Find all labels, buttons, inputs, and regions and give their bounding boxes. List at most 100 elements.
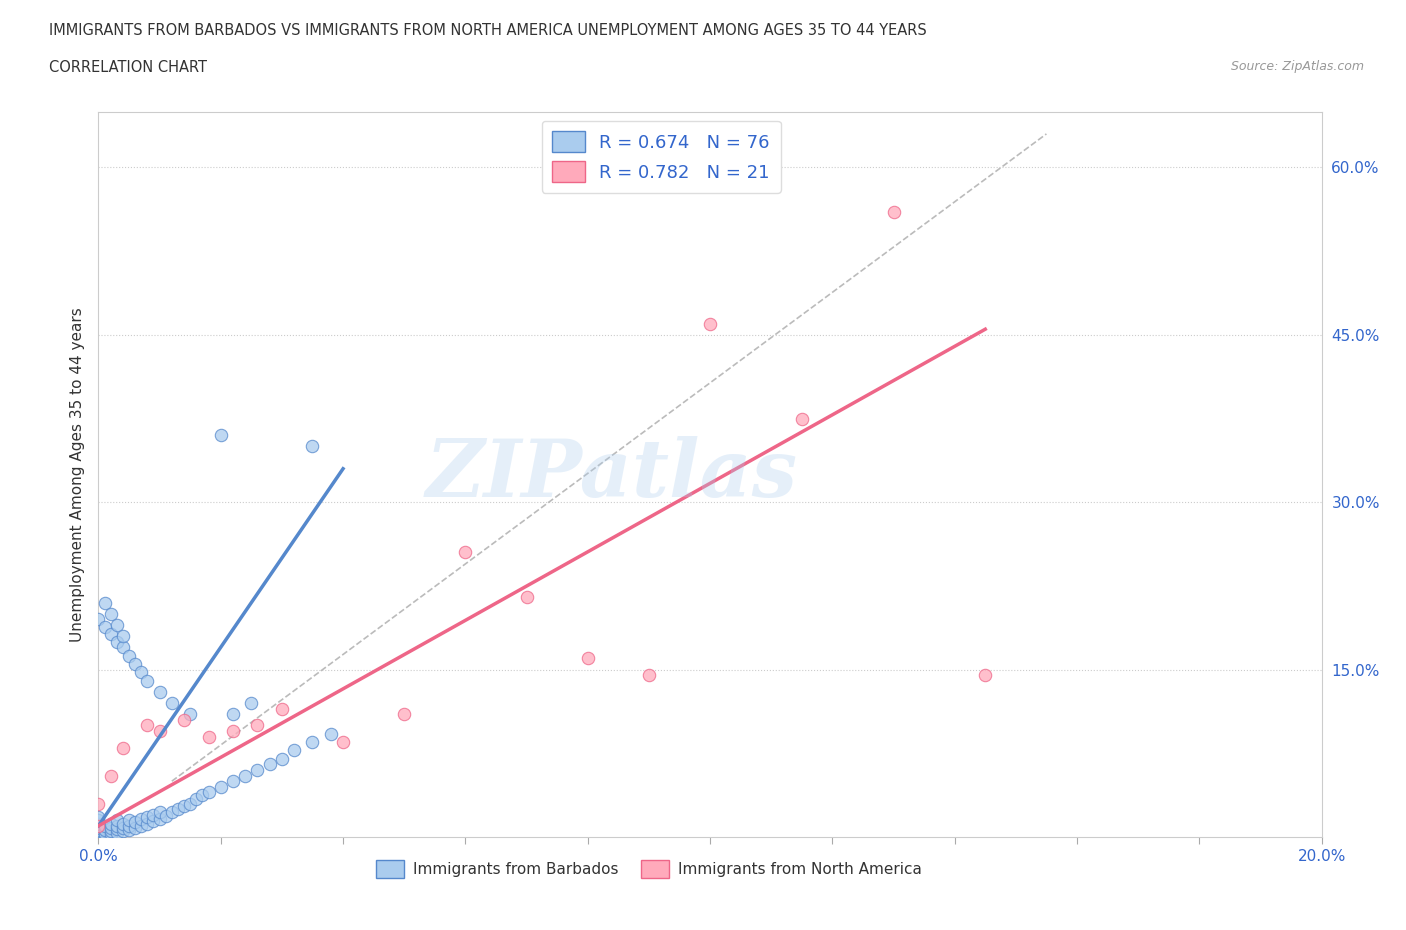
Point [516, 590, 538, 604]
Point [93, 823, 115, 838]
Point [222, 724, 245, 738]
Point [179, 707, 201, 722]
Point [87, 824, 110, 839]
Point [699, 316, 721, 331]
Point [100, 826, 122, 841]
Text: IMMIGRANTS FROM BARBADOS VS IMMIGRANTS FROM NORTH AMERICA UNEMPLOYMENT AMONG AGE: IMMIGRANTS FROM BARBADOS VS IMMIGRANTS F… [49, 23, 927, 38]
Point [105, 634, 128, 649]
Point [222, 774, 245, 789]
Point [454, 545, 477, 560]
Point [105, 825, 128, 840]
Point [124, 815, 146, 830]
Point [87, 817, 110, 831]
Point [319, 727, 342, 742]
Point [160, 805, 183, 820]
Point [87, 826, 110, 841]
Text: ZIPatlas: ZIPatlas [426, 435, 799, 513]
Point [100, 768, 122, 783]
Point [197, 785, 219, 800]
Point [87, 823, 110, 838]
Point [87, 813, 110, 828]
Text: CORRELATION CHART: CORRELATION CHART [49, 60, 207, 75]
Point [129, 812, 152, 827]
Point [173, 712, 195, 727]
Point [105, 822, 128, 837]
Point [100, 820, 122, 835]
Point [87, 820, 110, 835]
Point [883, 205, 905, 219]
Point [142, 807, 165, 822]
Point [100, 824, 122, 839]
Point [87, 796, 110, 811]
Point [155, 808, 177, 823]
Point [118, 818, 141, 833]
Point [222, 707, 245, 722]
Y-axis label: Unemployment Among Ages 35 to 44 years: Unemployment Among Ages 35 to 44 years [69, 307, 84, 642]
Point [197, 729, 219, 744]
Point [111, 817, 134, 831]
Point [93, 826, 115, 841]
Point [87, 828, 110, 843]
Point [167, 802, 190, 817]
Point [974, 668, 997, 683]
Point [173, 798, 195, 813]
Point [111, 740, 134, 755]
Point [136, 718, 159, 733]
Point [246, 718, 269, 733]
Point [87, 809, 110, 824]
Point [93, 595, 115, 610]
Point [100, 817, 122, 831]
Point [93, 818, 115, 833]
Point [149, 812, 172, 827]
Point [576, 651, 599, 666]
Point [111, 824, 134, 839]
Point [191, 787, 214, 802]
Point [111, 629, 134, 644]
Point [149, 724, 172, 738]
Point [209, 428, 232, 443]
Point [124, 820, 146, 835]
Point [87, 830, 110, 844]
Point [111, 640, 134, 655]
Point [301, 735, 323, 750]
Point [136, 817, 159, 831]
Point [240, 696, 263, 711]
Point [233, 768, 256, 783]
Point [118, 823, 141, 838]
Point [87, 818, 110, 833]
Point [186, 791, 208, 806]
Point [87, 818, 110, 833]
Point [246, 763, 269, 777]
Point [118, 813, 141, 828]
Point [149, 805, 172, 820]
Point [301, 439, 323, 454]
Point [129, 818, 152, 833]
Point [87, 830, 110, 844]
Point [149, 684, 172, 699]
Point [790, 411, 813, 426]
Point [118, 649, 141, 664]
Point [105, 618, 128, 632]
Point [105, 818, 128, 833]
Legend: Immigrants from Barbados, Immigrants from North America: Immigrants from Barbados, Immigrants fro… [370, 854, 928, 883]
Point [283, 742, 305, 757]
Point [93, 619, 115, 634]
Point [392, 707, 416, 722]
Point [87, 612, 110, 627]
Point [124, 657, 146, 671]
Point [270, 701, 292, 716]
Point [105, 813, 128, 828]
Point [100, 627, 122, 642]
Point [270, 751, 292, 766]
Point [160, 696, 183, 711]
Text: Source: ZipAtlas.com: Source: ZipAtlas.com [1230, 60, 1364, 73]
Point [111, 820, 134, 835]
Point [142, 814, 165, 829]
Point [637, 668, 661, 683]
Point [179, 796, 201, 811]
Point [332, 735, 354, 750]
Point [136, 673, 159, 688]
Point [259, 757, 281, 772]
Point [136, 809, 159, 824]
Point [129, 664, 152, 679]
